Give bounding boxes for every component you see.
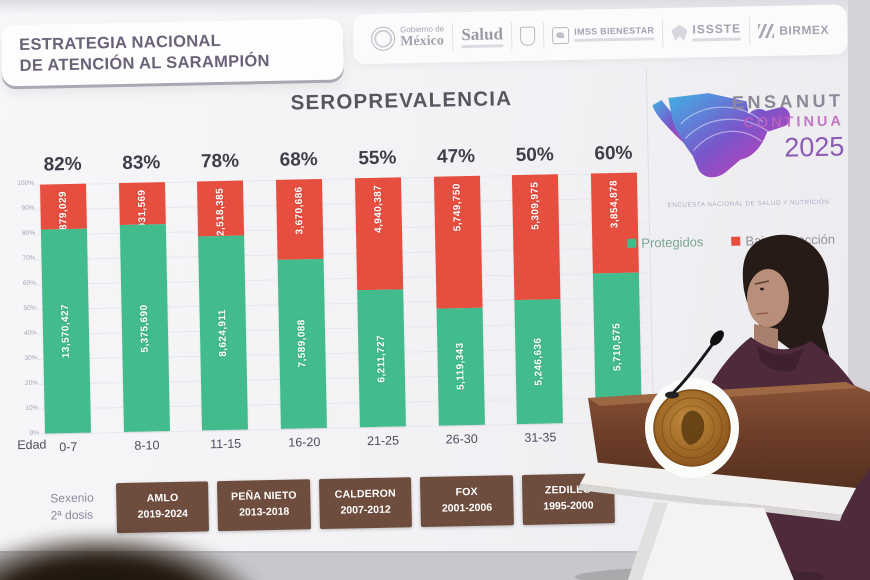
foreground-blurred-head <box>0 533 266 580</box>
speaker-face <box>747 269 789 327</box>
speaker-lips <box>755 312 769 315</box>
speaker-hairline <box>747 241 793 280</box>
presentation-slide: ESTRATEGIA NACIONAL DE ATENCIÓN AL SARAM… <box>0 0 848 553</box>
seal-inner-ring2 <box>669 405 715 451</box>
podium-column <box>628 502 794 580</box>
microphone-head <box>710 330 724 346</box>
ensanut-mexico-map <box>652 93 791 178</box>
podium <box>575 378 870 580</box>
podium-slab-shadow <box>578 484 842 521</box>
speaker-blazer-collar <box>757 345 804 372</box>
speaker-eyebrow <box>754 280 770 285</box>
podium-column-shade <box>628 502 668 580</box>
seal-eagle <box>681 410 705 445</box>
seal-inner-ring <box>661 397 723 459</box>
podium-white-slab <box>580 462 856 515</box>
speaker-eye <box>760 287 764 291</box>
microphone-base <box>665 391 679 399</box>
microphone-gooseneck <box>672 343 714 394</box>
podium-microphone <box>665 330 724 399</box>
